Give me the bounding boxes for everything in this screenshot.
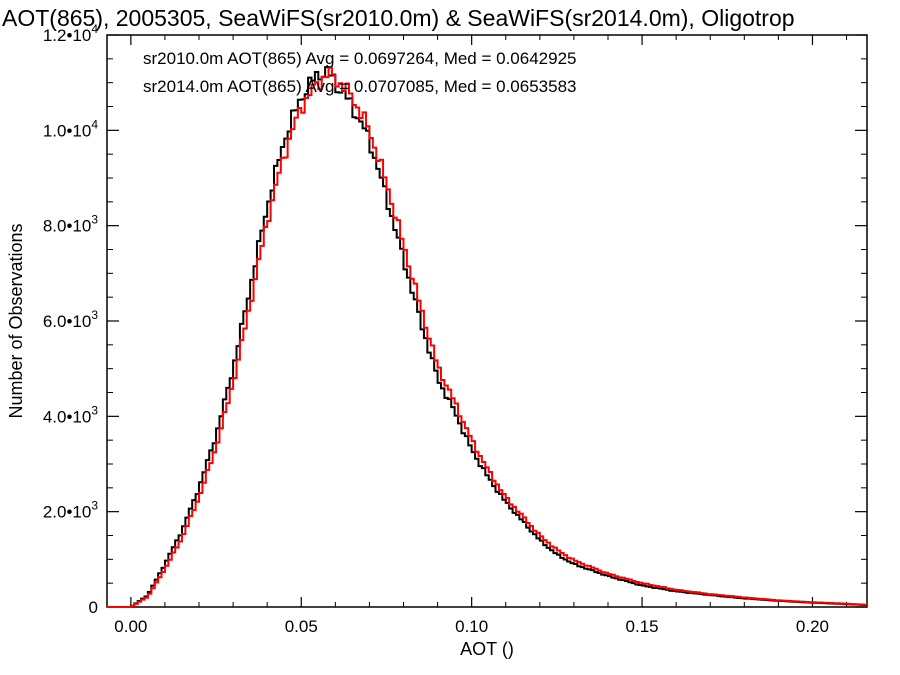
y-tick-label: 8.0•103 — [43, 213, 99, 236]
legend-entry-sr2014: sr2014.0m AOT(865) Avg = 0.0707085, Med … — [143, 77, 577, 96]
x-tick-label: 0.10 — [455, 617, 488, 636]
series-line-sr2014 — [107, 66, 867, 608]
legend-entry-sr2010: sr2010.0m AOT(865) Avg = 0.0697264, Med … — [143, 49, 577, 68]
x-tick-label: 0.20 — [796, 617, 829, 636]
y-tick-label: 1.0•104 — [43, 117, 99, 140]
x-axis-label: AOT () — [460, 639, 514, 659]
x-axis: 0.00 0.05 0.10 0.15 0.20 — [114, 35, 848, 636]
series-layer — [107, 66, 867, 608]
y-tick-label: 0 — [89, 598, 98, 617]
series-line-sr2010 — [107, 66, 867, 608]
y-axis: 0 2.0•103 4.0•103 6.0•103 8.0•103 1.0•104 1.2•… — [43, 22, 867, 617]
y-axis-label: Number of Observations — [6, 223, 26, 418]
y-tick-label: 6.0•103 — [43, 308, 99, 331]
plot-frame — [106, 34, 868, 608]
x-tick-label: 0.05 — [285, 617, 318, 636]
y-tick-label: 2.0•103 — [43, 499, 99, 522]
y-tick-label: 1.2•104 — [43, 22, 99, 45]
legend: sr2010.0m AOT(865) Avg = 0.0697264, Med … — [143, 49, 577, 96]
chart-title: AOT(865), 2005305, SeaWiFS(sr2010.0m) & … — [2, 5, 795, 31]
x-tick-label: 0.15 — [626, 617, 659, 636]
x-tick-label: 0.00 — [114, 617, 147, 636]
y-tick-label: 4.0•103 — [43, 403, 99, 426]
